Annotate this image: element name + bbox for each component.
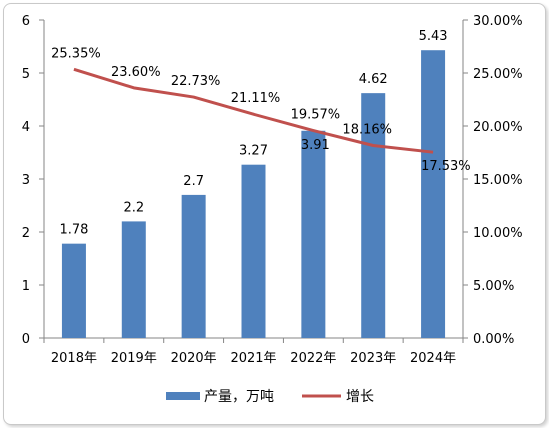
line-value-label: 25.35% xyxy=(51,46,101,61)
bar-value-label: 5.43 xyxy=(419,29,448,44)
line-value-label: 22.73% xyxy=(171,74,221,89)
y-left-tick-label: 1 xyxy=(22,279,30,294)
y-right-tick-label: 15.00% xyxy=(473,173,523,188)
bar xyxy=(241,164,266,338)
x-tick-label: 2023年 xyxy=(350,351,396,366)
y-left-tick-label: 6 xyxy=(22,14,30,29)
bar xyxy=(421,50,446,339)
x-tick-label: 2022年 xyxy=(290,351,336,366)
chart-frame xyxy=(3,3,546,425)
bar xyxy=(61,243,86,338)
bar-value-label: 1.78 xyxy=(59,223,88,238)
bar xyxy=(181,194,206,338)
y-right-tick-label: 10.00% xyxy=(473,226,523,241)
legend-label-line: 增长 xyxy=(346,389,374,405)
x-tick-label: 2019年 xyxy=(111,351,157,366)
line-value-label: 18.16% xyxy=(342,123,392,138)
legend-swatch-bar xyxy=(166,392,200,400)
bar-value-label: 2.2 xyxy=(123,200,144,215)
bar xyxy=(301,130,326,338)
axes: 0 1 2 3 4 5 6 0.00% 5.00% 10.00% 15.00% 20.00% 25.00… xyxy=(22,14,523,366)
y-right-tick-label: 20.00% xyxy=(473,120,523,135)
line-value-label: 19.57% xyxy=(291,108,341,123)
bar-value-label: 4.62 xyxy=(359,72,388,87)
bar-value-label: 3.27 xyxy=(239,144,268,159)
y-left-tick-label: 5 xyxy=(22,67,30,82)
bar-value-label: 2.7 xyxy=(183,174,204,189)
bar-series xyxy=(61,50,446,339)
line-value-label: 17.53% xyxy=(421,159,471,174)
bar-value-label: 3.91 xyxy=(301,138,330,153)
line-value-label: 23.60% xyxy=(111,65,161,80)
y-left-tick-label: 3 xyxy=(22,173,30,188)
x-tick-label: 2021年 xyxy=(230,351,276,366)
x-tick-label: 2020年 xyxy=(171,351,217,366)
x-tick-label: 2024年 xyxy=(410,351,456,366)
y-right-tick-label: 25.00% xyxy=(473,67,523,82)
y-right-tick-label: 5.00% xyxy=(473,279,514,294)
line-series xyxy=(73,67,434,154)
y-left-tick-label: 2 xyxy=(22,226,30,241)
y-left-tick-label: 0 xyxy=(22,332,30,347)
bar xyxy=(121,221,146,338)
y-left-tick-label: 4 xyxy=(22,120,30,135)
legend: 产量，万吨 增长 xyxy=(166,389,374,405)
y-right-tick-label: 0.00% xyxy=(473,332,514,347)
legend-label-bar: 产量，万吨 xyxy=(204,389,274,405)
y-right-tick-label: 30.00% xyxy=(473,14,523,29)
bar xyxy=(361,93,386,338)
x-tick-label: 2018年 xyxy=(51,351,97,366)
data-labels: 1.78 2.2 2.7 3.27 3.91 4.62 5.43 25.35% 23.60% 22… xyxy=(51,29,471,237)
line-value-label: 21.11% xyxy=(231,91,281,106)
